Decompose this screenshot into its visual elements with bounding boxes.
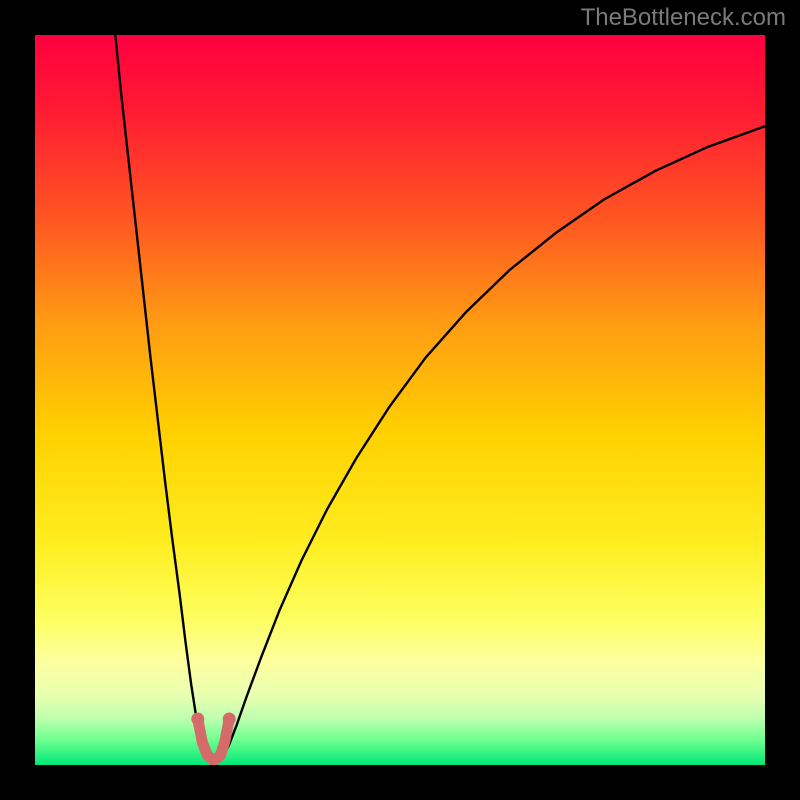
chart-frame: TheBottleneck.com [0, 0, 800, 800]
marker-dot-left [191, 713, 204, 726]
marker-dot-right [223, 713, 236, 726]
gradient-rect [35, 35, 765, 765]
watermark-text: TheBottleneck.com [581, 4, 786, 32]
bottleneck-chart [35, 35, 765, 765]
